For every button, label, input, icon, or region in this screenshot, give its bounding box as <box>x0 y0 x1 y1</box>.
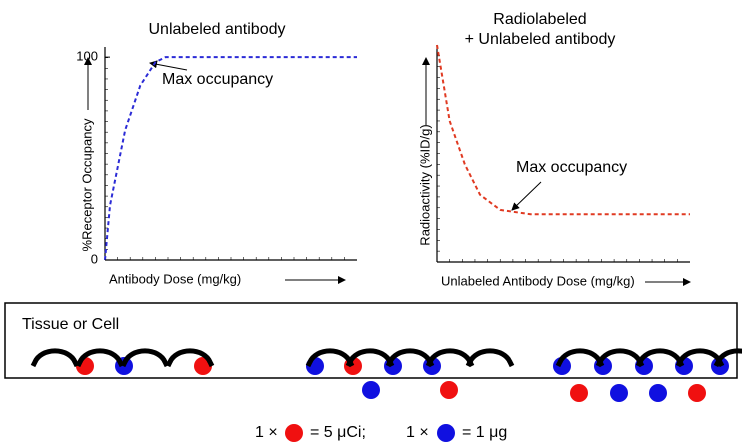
x-axis-label: Antibody Dose (mg/kg) <box>109 271 241 286</box>
y-tick-label: 0 <box>91 251 98 266</box>
receptor <box>120 348 170 368</box>
x-axis-label: Unlabeled Antibody Dose (mg/kg) <box>441 273 635 288</box>
antibody <box>649 384 667 402</box>
antibody <box>688 384 706 402</box>
chart-title: + Unlabeled antibody <box>465 31 616 48</box>
legend-text: = 5 μCi; <box>310 424 366 441</box>
chart-title: Radiolabeled <box>493 11 586 28</box>
annotation: Max occupancy <box>162 71 273 88</box>
tissue-box <box>4 302 738 379</box>
receptor <box>465 348 515 368</box>
annotation-arrow <box>511 181 542 211</box>
data-line <box>436 44 690 216</box>
legend: 1 × = 5 μCi; 1 × = 1 μg <box>255 424 507 442</box>
antibody <box>362 381 380 399</box>
receptor <box>30 348 80 368</box>
legend-text: = 1 μg <box>462 424 507 441</box>
receptor <box>165 348 215 368</box>
box-label: Tissue or Cell <box>22 316 119 333</box>
annotation: Max occupancy <box>516 159 627 176</box>
data-line <box>104 56 357 261</box>
annotation-arrow <box>149 60 188 71</box>
legend-blue-dot <box>437 424 455 442</box>
antibody <box>610 384 628 402</box>
y-axis-label: Radioactivity (%ID/g) <box>417 124 432 245</box>
legend-red-dot <box>285 424 303 442</box>
legend-text: 1 × <box>406 424 429 441</box>
receptors <box>30 348 742 402</box>
antibody <box>440 381 458 399</box>
antibody <box>570 384 588 402</box>
chart-title: Unlabeled antibody <box>149 21 286 38</box>
receptor <box>75 348 125 368</box>
receptor <box>713 348 742 368</box>
y-tick-label: 100 <box>76 49 98 64</box>
y-axis-label: %Receptor Occupancy <box>79 118 94 251</box>
legend-text: 1 × <box>255 424 278 441</box>
